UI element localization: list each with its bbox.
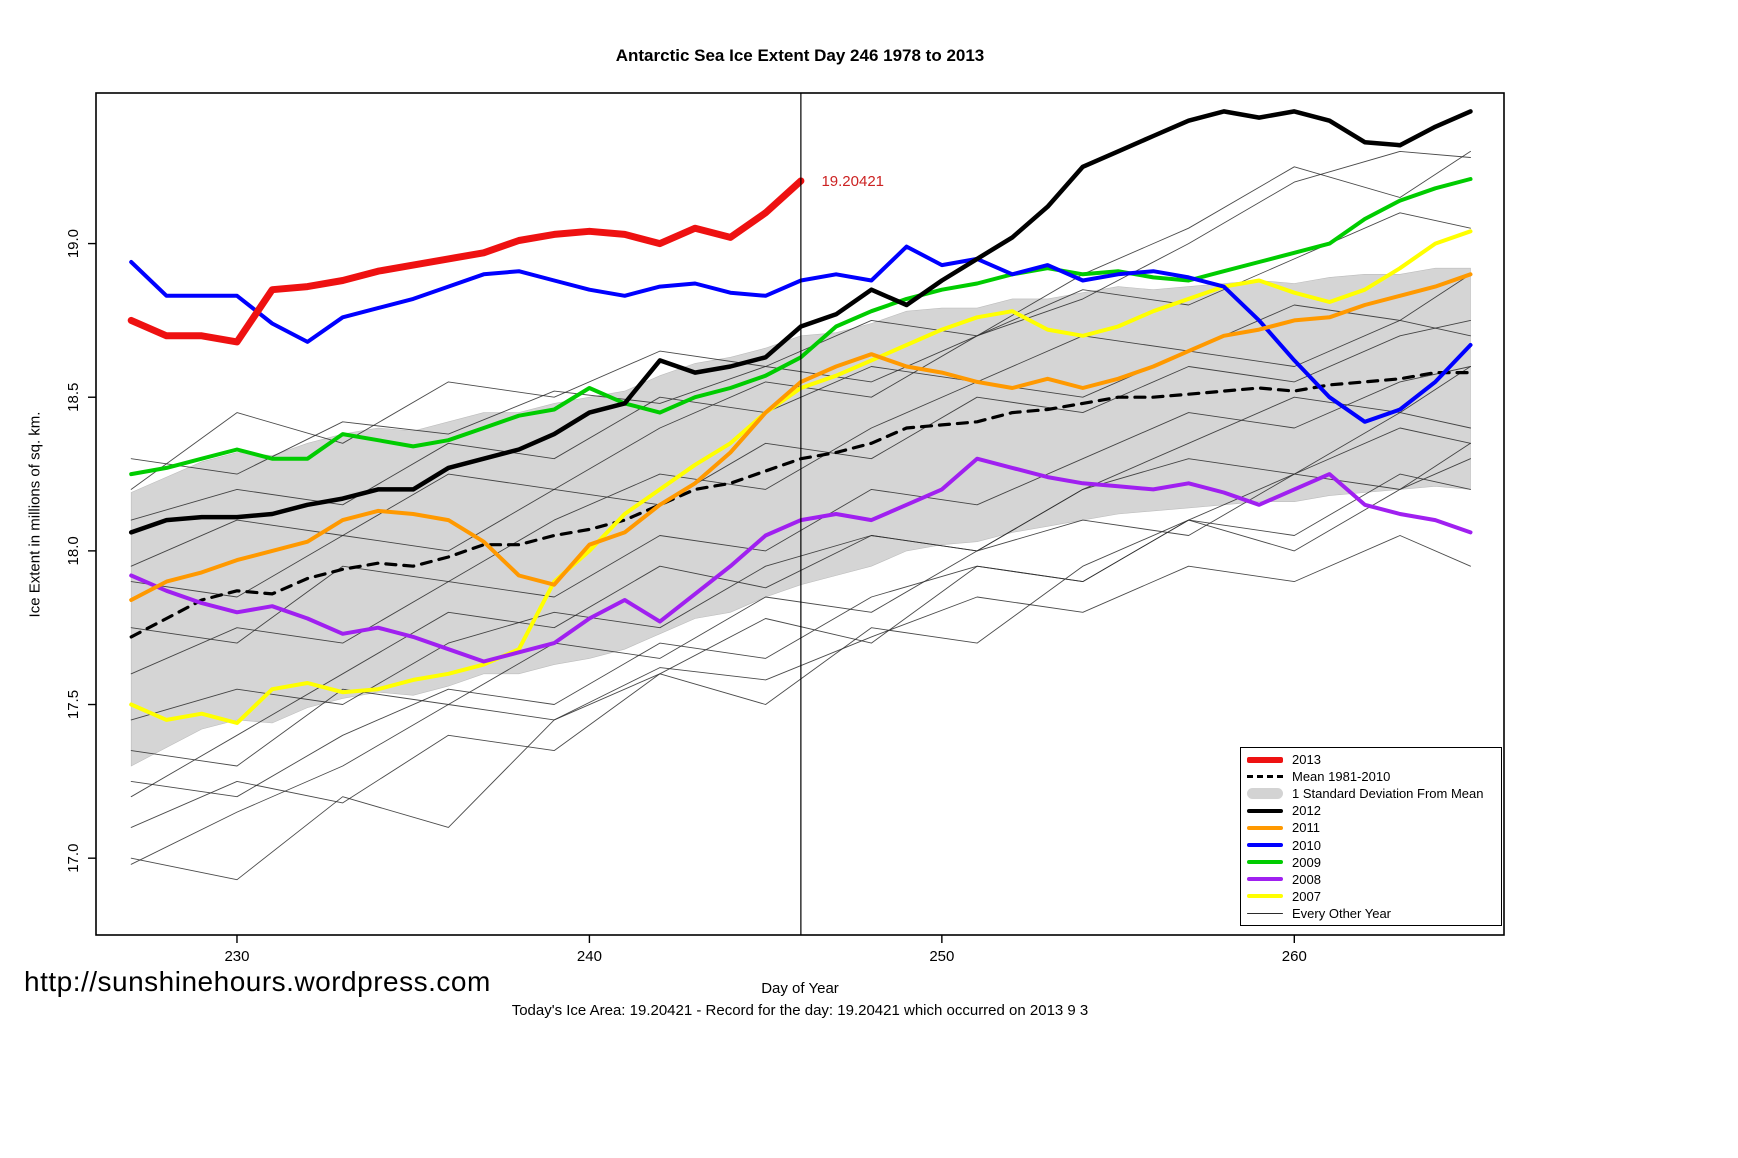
chart-title: Antarctic Sea Ice Extent Day 246 1978 to…	[615, 46, 985, 65]
y-tick-label: 18.0	[65, 536, 82, 565]
legend-swatch-line	[1247, 877, 1283, 882]
legend-label: 2011	[1292, 820, 1320, 836]
legend-label: Every Other Year	[1292, 905, 1391, 921]
legend-label: 2013	[1292, 752, 1321, 768]
record-value-annotation: 19.20421	[821, 173, 884, 190]
y-axis-label: Ice Extent in millions of sq. km.	[26, 411, 44, 618]
legend-swatch-line	[1247, 860, 1283, 865]
legend-swatch-line	[1247, 775, 1283, 779]
legend-swatch-band	[1247, 788, 1283, 800]
y-tick-label: 17.0	[65, 844, 82, 873]
legend-label: 2007	[1292, 888, 1321, 904]
legend-item: 2011	[1247, 820, 1495, 836]
legend-label: 2009	[1292, 854, 1321, 870]
other-year-line	[130, 412, 1471, 721]
footer-caption: Today's Ice Area: 19.20421 - Record for …	[511, 1002, 1089, 1019]
legend-swatch-line	[1247, 912, 1283, 914]
legend-swatch-line	[1247, 843, 1283, 848]
x-tick-label: 240	[577, 948, 602, 965]
y-tick-label: 19.0	[65, 229, 82, 258]
legend-swatch-line	[1247, 894, 1283, 899]
x-tick-label: 230	[224, 948, 249, 965]
legend-label: 2008	[1292, 871, 1321, 887]
series-line-2013	[127, 177, 805, 346]
y-tick-label: 17.5	[65, 690, 82, 719]
legend-label: 2012	[1292, 803, 1321, 819]
other-year-line	[130, 442, 1471, 828]
legend-item: 2007	[1247, 888, 1495, 904]
legend-label: Mean 1981-2010	[1292, 769, 1391, 785]
other-year-line	[130, 366, 1471, 675]
y-tick-label: 18.5	[65, 383, 82, 412]
legend-swatch-line	[1247, 808, 1283, 813]
legend-item: 2010	[1247, 837, 1495, 853]
legend-item: Mean 1981-2010	[1247, 769, 1495, 785]
legend-label: 2010	[1292, 837, 1321, 853]
legend-item: 2008	[1247, 871, 1495, 887]
other-year-line	[130, 319, 1471, 598]
legend-item: 1 Standard Deviation From Mean	[1247, 786, 1495, 802]
other-year-line	[130, 535, 1471, 865]
chart-legend: 2013 Mean 1981-2010 1 Standard Deviation F…	[1240, 747, 1502, 926]
legend-label: 1 Standard Deviation From Mean	[1292, 786, 1484, 802]
legend-swatch-line	[1247, 825, 1283, 830]
x-tick-label: 250	[929, 948, 954, 965]
legend-item: 2013	[1247, 752, 1495, 768]
other-year-line	[130, 473, 1471, 798]
legend-item: Every Other Year	[1247, 905, 1495, 921]
other-year-line	[130, 366, 1471, 798]
legend-item: 2009	[1247, 854, 1495, 870]
other-year-line	[130, 319, 1471, 644]
x-axis-label: Day of Year	[761, 980, 839, 997]
x-tick-label: 260	[1282, 948, 1307, 965]
other-year-line	[130, 458, 1471, 881]
legend-item: 2012	[1247, 803, 1495, 819]
legend-swatch-line	[1247, 756, 1283, 763]
plot-border	[95, 92, 1505, 936]
other-year-line	[130, 150, 1471, 567]
site-url-text: http://sunshinehours.wordpress.com	[24, 966, 491, 997]
